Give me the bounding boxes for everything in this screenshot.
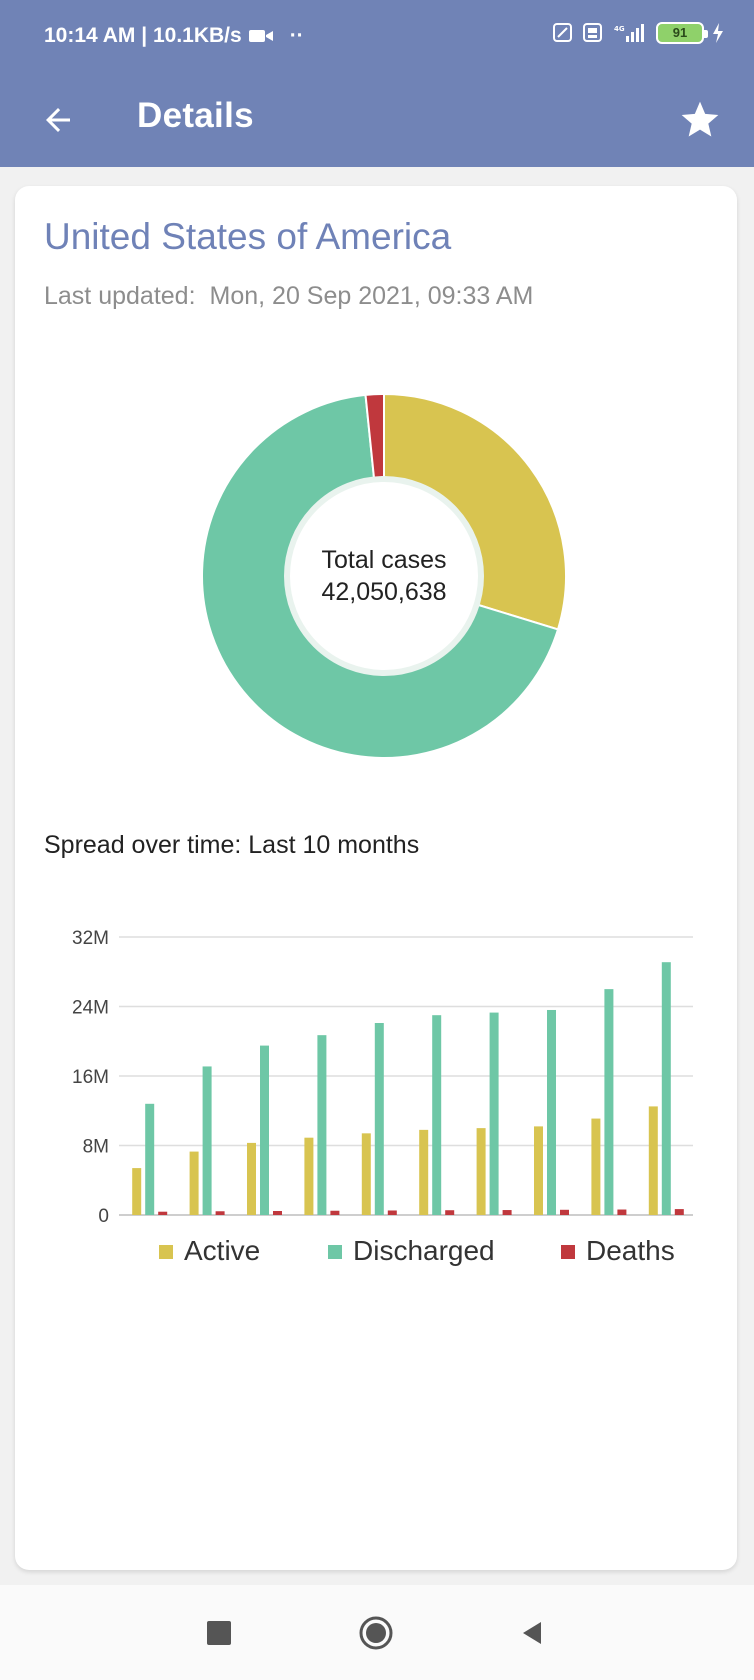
bar-deaths	[273, 1211, 282, 1215]
bar-deaths	[674, 1209, 684, 1215]
bar-discharged	[604, 989, 614, 1215]
sim-icon	[583, 23, 602, 42]
donut-chart: Total cases 42,050,638	[194, 386, 574, 766]
bar-deaths	[502, 1210, 512, 1215]
top-bar: 10:14 AM | 10.1KB/s ·· 4G 91 Details	[0, 0, 754, 167]
favorite-button[interactable]	[670, 90, 730, 150]
y-tick-label: 24M	[72, 998, 109, 1019]
legend-label-active: Active	[184, 1235, 260, 1266]
status-time: 10:14 AM | 10.1KB/s	[44, 24, 242, 47]
bar-active	[361, 1133, 371, 1215]
charging-icon	[713, 23, 723, 43]
last-updated-label: Last updated:	[44, 282, 196, 310]
details-card: United States of America Last updated: M…	[15, 186, 737, 1570]
system-nav-bar	[0, 1585, 754, 1680]
status-time-group: 10:14 AM | 10.1KB/s ··	[44, 24, 304, 48]
bar-active	[419, 1129, 429, 1215]
bar-deaths	[445, 1210, 455, 1215]
page-title: Details	[137, 96, 254, 135]
bar-active	[247, 1142, 256, 1215]
battery-icon: 91	[656, 22, 708, 44]
donut-chart-svg	[201, 392, 567, 759]
last-updated: Last updated: Mon, 20 Sep 2021, 09:33 AM	[44, 282, 533, 311]
bar-active	[534, 1126, 543, 1215]
y-tick-label: 8M	[83, 1137, 109, 1158]
donut-inner-ring	[284, 476, 484, 676]
signal-icon: 4G	[614, 24, 644, 42]
star-icon	[681, 101, 719, 137]
legend-swatch-active	[159, 1245, 173, 1259]
bar-deaths	[330, 1210, 340, 1215]
legend-label-discharged: Discharged	[353, 1235, 495, 1266]
country-name: United States of America	[44, 216, 452, 257]
status-icons: 4G 91	[552, 22, 724, 44]
screen-record-icon	[553, 23, 572, 42]
bar-discharged	[374, 1023, 384, 1215]
y-tick-label: 0	[98, 1206, 109, 1227]
bar-discharged	[317, 1035, 327, 1215]
bar-chart-svg: 0 8M 16M 24M 32M Active Discharged Deaths	[72, 928, 693, 1266]
y-tick-label: 32M	[72, 928, 109, 949]
circle-icon	[359, 1616, 393, 1650]
bar-discharged	[202, 1066, 212, 1215]
bar-discharged	[145, 1103, 155, 1215]
bar-deaths	[215, 1211, 225, 1215]
bar-discharged	[489, 1012, 499, 1215]
arrow-back-icon	[46, 108, 70, 132]
bar-deaths	[560, 1209, 569, 1215]
legend-swatch-discharged	[328, 1245, 342, 1259]
bar-active	[189, 1151, 199, 1215]
bar-discharged	[432, 1015, 442, 1215]
bar-deaths	[387, 1210, 397, 1215]
bar-active	[648, 1106, 658, 1215]
bar-deaths	[617, 1209, 627, 1215]
video-icon	[248, 30, 273, 42]
app-bar: Details	[0, 74, 754, 167]
triangle-back-icon	[523, 1622, 541, 1644]
legend-label-deaths: Deaths	[586, 1235, 675, 1266]
bar-discharged	[661, 962, 671, 1215]
bar-active	[476, 1128, 486, 1215]
home-button[interactable]	[350, 1607, 402, 1659]
bar-discharged	[260, 1045, 269, 1215]
bar-active	[304, 1137, 314, 1215]
status-bar: 10:14 AM | 10.1KB/s ·· 4G 91	[0, 0, 754, 74]
bar-discharged	[547, 1009, 556, 1215]
donut-center: Total cases 42,050,638	[194, 386, 574, 766]
donut-center-value: 42,050,638	[321, 578, 447, 606]
bar-chart: 0 8M 16M 24M 32M Active Discharged Deaths	[35, 916, 725, 1276]
bar-active	[132, 1168, 142, 1215]
more-dots-icon: ··	[289, 24, 304, 47]
bar-deaths	[158, 1211, 168, 1215]
spread-title: Spread over time: Last 10 months	[44, 831, 420, 859]
back-nav-button[interactable]	[506, 1607, 558, 1659]
back-button[interactable]	[30, 92, 86, 148]
donut-center-label: Total cases	[321, 546, 447, 574]
bar-active	[591, 1118, 601, 1215]
recents-button[interactable]	[193, 1607, 245, 1659]
square-icon	[207, 1621, 231, 1645]
y-tick-label: 16M	[72, 1067, 109, 1088]
legend-swatch-deaths	[561, 1245, 575, 1259]
svg-text:4G: 4G	[614, 25, 625, 33]
last-updated-value: Mon, 20 Sep 2021, 09:33 AM	[209, 282, 534, 310]
